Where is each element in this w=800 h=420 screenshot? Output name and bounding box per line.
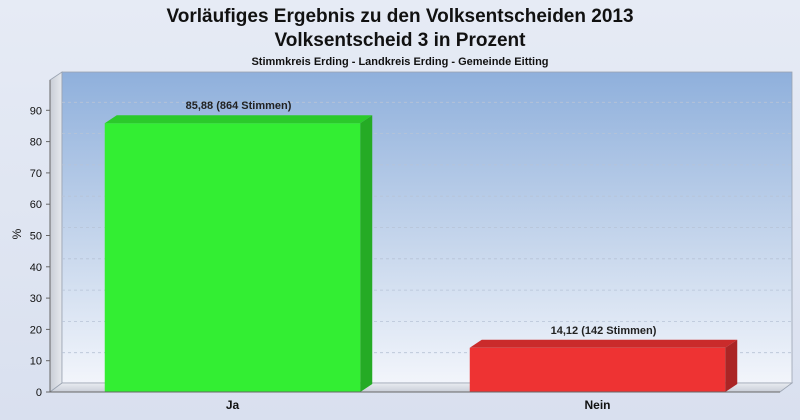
bar-ja (104, 123, 361, 392)
bars: 85,88 (864 Stimmen) 14,12 (142 Stimmen) (104, 100, 738, 392)
y-tick-label: 80 (30, 137, 42, 149)
x-category-label: Nein (584, 398, 610, 412)
y-tick-label: 30 (30, 293, 42, 305)
y-tick-label: 60 (30, 199, 42, 211)
x-category-label: Ja (226, 398, 240, 412)
y-tick-label: 0 (36, 387, 42, 399)
y-axis-ticks: 0 10 20 30 40 50 60 70 80 90 (30, 105, 50, 399)
y-tick-label: 40 (30, 262, 42, 274)
plot-left-wall (49, 71, 63, 393)
y-tick-label: 10 (30, 356, 42, 368)
y-tick-label: 70 (30, 168, 42, 180)
x-axis-labels: Ja Nein (226, 398, 611, 412)
y-axis-label: % (10, 228, 24, 239)
bar-data-label: 85,88 (864 Stimmen) (186, 100, 292, 112)
bar-data-label: 14,12 (142 Stimmen) (551, 325, 657, 337)
chart-subtitle: Stimmkreis Erding - Landkreis Erding - G… (251, 56, 548, 68)
bar-side-ja (360, 115, 373, 392)
bar-nein (469, 347, 726, 392)
y-tick-label: 20 (30, 324, 42, 336)
bar-top-nein (469, 339, 738, 348)
y-tick-label: 90 (30, 105, 42, 117)
y-tick-label: 50 (30, 231, 42, 243)
bar-side-nein (725, 339, 738, 392)
chart-title-line2: Volksentscheid 3 in Prozent (275, 30, 527, 51)
bar-top-ja (104, 115, 373, 124)
chart-title: Vorläufiges Ergebnis zu den Volksentsche… (166, 6, 633, 27)
